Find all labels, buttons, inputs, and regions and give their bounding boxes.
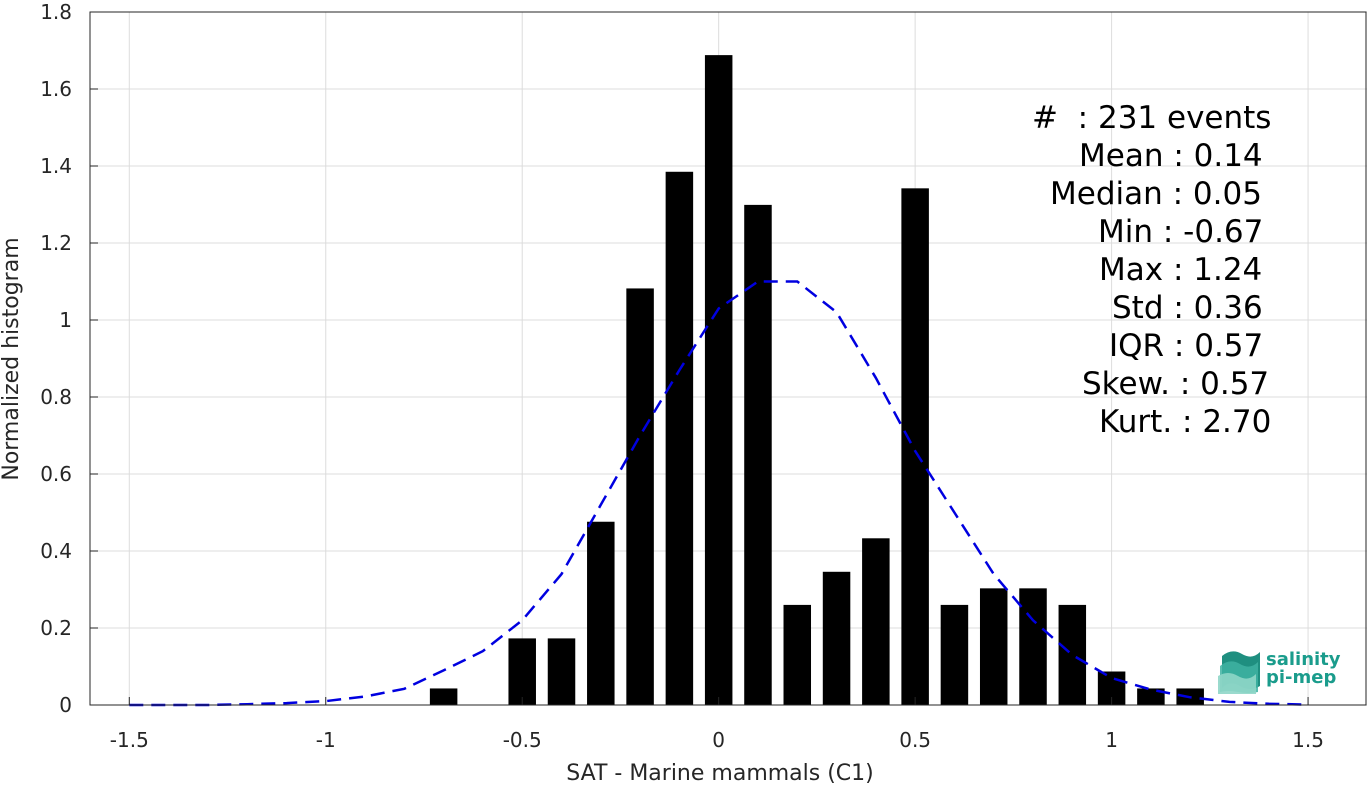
y-tick-label: 1.8 xyxy=(40,0,72,24)
y-tick-label: 1.6 xyxy=(40,77,72,101)
stat-max: Max : 1.24 xyxy=(1099,252,1263,288)
x-tick-label: -1.5 xyxy=(110,728,149,752)
y-tick-label: 0 xyxy=(59,693,72,717)
x-axis-label: SAT - Marine mammals (C1) xyxy=(566,761,874,785)
histogram-bar xyxy=(1137,688,1165,705)
stat-min: Min : -0.67 xyxy=(1098,214,1264,250)
histogram-bar xyxy=(901,188,929,705)
histogram-bar xyxy=(744,204,772,705)
plot-frame xyxy=(89,11,1367,706)
logo-text-salinity: salinity xyxy=(1266,649,1341,670)
histogram-bar xyxy=(862,538,890,705)
y-axis-label: Normalized histogram xyxy=(0,237,24,480)
y-tick-label: 1.4 xyxy=(40,154,72,178)
stat-count: # : 231 events xyxy=(1032,100,1272,136)
x-axis-ticks: -1.5 -1 -0.5 0 0.5 1 1.5 xyxy=(110,697,1324,752)
waves-icon xyxy=(1218,651,1260,694)
histogram-bar xyxy=(940,604,969,705)
histogram-bar xyxy=(547,638,576,705)
histogram-bar xyxy=(587,521,615,705)
y-tick-label: 1.2 xyxy=(40,231,72,255)
x-tick-label: 1 xyxy=(1105,728,1118,752)
histogram-bar xyxy=(822,571,851,705)
histogram-bar xyxy=(665,171,694,705)
x-tick-label: 1.5 xyxy=(1292,728,1324,752)
histogram-bars xyxy=(429,55,1204,706)
histogram-bar xyxy=(979,588,1008,705)
stat-median: Median : 0.05 xyxy=(1050,176,1262,212)
stat-iqr: IQR : 0.57 xyxy=(1109,328,1264,364)
y-tick-label: 0.4 xyxy=(40,539,72,563)
salinity-pimep-logo: salinity pi-mep xyxy=(1218,646,1348,694)
histogram-bar xyxy=(704,55,733,706)
stat-skew: Skew. : 0.57 xyxy=(1082,366,1270,402)
histogram-bar xyxy=(508,638,536,705)
x-tick-label: 0 xyxy=(712,728,725,752)
y-tick-label: 0.2 xyxy=(40,616,72,640)
histogram-bar xyxy=(1058,604,1087,705)
y-axis-ticks: 0 0.2 0.4 0.6 0.8 1 1.2 1.4 1.6 1.8 xyxy=(40,0,98,717)
histogram-bar xyxy=(1019,588,1047,705)
y-tick-label: 1 xyxy=(59,308,72,332)
histogram-bar xyxy=(429,688,458,705)
histogram-bar xyxy=(626,288,654,705)
y-tick-label: 0.8 xyxy=(40,385,72,409)
stat-kurt: Kurt. : 2.70 xyxy=(1099,404,1272,440)
x-tick-label: 0.5 xyxy=(899,728,931,752)
histogram-bar xyxy=(783,604,812,705)
logo-text-pimep: pi-mep xyxy=(1266,667,1337,688)
x-tick-label: -0.5 xyxy=(503,728,542,752)
stat-mean: Mean : 0.14 xyxy=(1079,138,1263,174)
stat-std: Std : 0.36 xyxy=(1112,290,1263,326)
x-tick-label: -1 xyxy=(316,728,336,752)
y-tick-label: 0.6 xyxy=(40,462,72,486)
normal-fit-curve xyxy=(129,280,1309,707)
